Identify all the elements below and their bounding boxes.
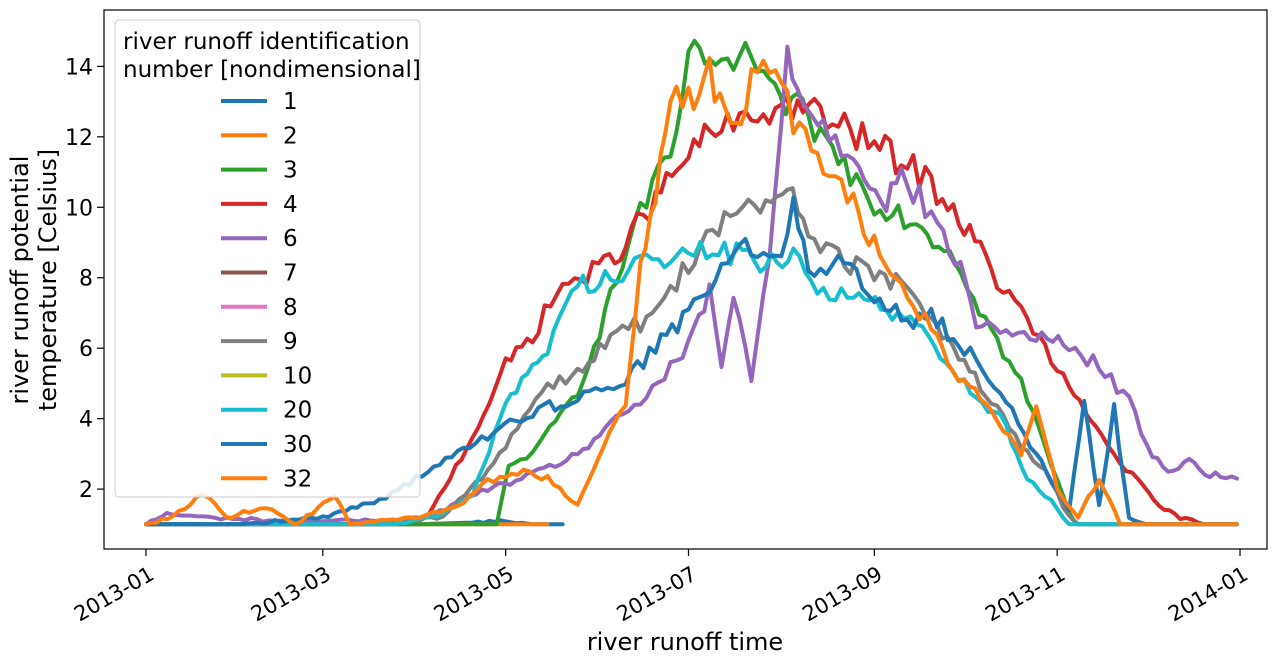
legend-label-32: 32 bbox=[283, 466, 312, 492]
legend-label-10: 10 bbox=[283, 363, 312, 389]
x-axis-label: river runoff time bbox=[587, 628, 783, 656]
y-axis: 2 4 6 8 10 12 14 bbox=[65, 55, 104, 503]
legend-title-line-1: river runoff identification bbox=[123, 29, 410, 55]
legend-label-3: 3 bbox=[283, 158, 298, 184]
legend: river runoff identification number [nond… bbox=[114, 19, 421, 498]
plot-frame bbox=[103, 9, 1268, 550]
x-tick-label: 2013-01 bbox=[70, 562, 158, 627]
y-tick-label: 6 bbox=[79, 337, 93, 362]
legend-label-4: 4 bbox=[283, 192, 298, 218]
legend-label-30: 30 bbox=[283, 432, 312, 458]
plot-lines bbox=[144, 38, 1239, 527]
legend-label-9: 9 bbox=[283, 329, 298, 355]
legend-label-7: 7 bbox=[283, 261, 298, 287]
legend-entries: 1 2 3 4 6 7 8 9 10 20 30 32 bbox=[221, 89, 312, 492]
y-axis-label-line-1: river runoff potential bbox=[6, 156, 34, 405]
y-tick-label: 10 bbox=[65, 196, 93, 221]
y-tick-label: 12 bbox=[65, 126, 93, 151]
x-tick-label: 2013-07 bbox=[613, 562, 701, 627]
y-tick-label: 14 bbox=[65, 55, 93, 80]
y-tick-label: 2 bbox=[79, 478, 93, 503]
legend-label-1: 1 bbox=[283, 89, 298, 115]
x-tick-label: 2014-01 bbox=[1164, 562, 1252, 627]
y-tick-label: 8 bbox=[79, 267, 93, 292]
legend-label-20: 20 bbox=[283, 398, 312, 424]
series-line-32 bbox=[144, 56, 1239, 527]
legend-label-2: 2 bbox=[283, 123, 298, 149]
x-tick-label: 2013-09 bbox=[798, 562, 886, 627]
legend-label-8: 8 bbox=[283, 295, 298, 321]
y-axis-label-line-2: temperature [Celsius] bbox=[34, 149, 62, 411]
x-tick-label: 2013-05 bbox=[430, 562, 518, 627]
series-line-20 bbox=[144, 239, 1239, 527]
x-tick-label: 2013-11 bbox=[981, 562, 1069, 627]
x-tick-label: 2013-03 bbox=[247, 562, 335, 627]
series-line-6 bbox=[144, 44, 1239, 527]
y-tick-label: 4 bbox=[79, 408, 93, 433]
x-axis: 2013-01 2013-03 2013-05 2013-07 2013-09 2013-… bbox=[70, 549, 1252, 626]
y-axis-label: river runoff potential temperature [Cels… bbox=[6, 149, 62, 411]
legend-label-6: 6 bbox=[283, 226, 298, 252]
legend-box bbox=[114, 19, 421, 498]
legend-title-line-2: number [nondimensional] bbox=[123, 57, 421, 83]
